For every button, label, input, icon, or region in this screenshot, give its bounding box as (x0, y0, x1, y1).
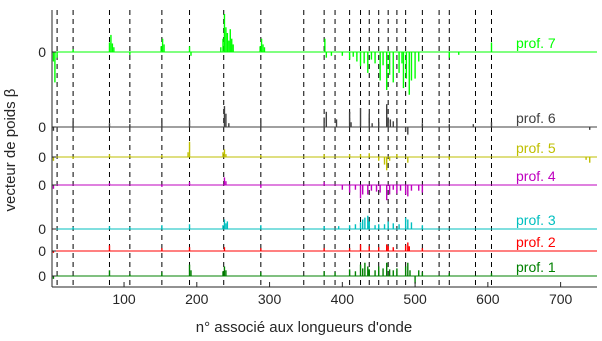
label-layer: prof. 7 prof. 6 prof. 5 prof. 4 prof. 3 prof.… (516, 35, 556, 275)
x-axis-label: n° associé aux longueurs d'onde (196, 319, 413, 336)
series-prof-6 (52, 104, 597, 135)
series-label: prof. 2 (516, 234, 556, 250)
y-tick-label: 0 (38, 221, 46, 237)
y-tick-label: 0 (38, 177, 46, 193)
y-tick-label: 0 (38, 149, 46, 165)
series-label: prof. 3 (516, 212, 556, 228)
series-label: prof. 7 (516, 35, 556, 51)
series-prof-1 (52, 262, 597, 284)
x-tick-label: 600 (476, 291, 500, 307)
series-label: prof. 4 (516, 168, 556, 184)
x-tick-label: 300 (258, 291, 282, 307)
x-tick-label: 100 (112, 291, 136, 307)
y-tick-label: 0 (38, 243, 46, 259)
series-label: prof. 5 (516, 140, 556, 156)
y-tick-label: 0 (38, 44, 46, 60)
series-prof-5 (52, 141, 597, 171)
axes-layer: 0 0 0 0 0 0 0 100 200 300 400 500 600 700 (38, 10, 597, 307)
series-prof-4 (52, 177, 597, 201)
series-prof-3 (52, 215, 597, 230)
x-tick-label: 500 (403, 291, 427, 307)
series-layer (52, 14, 597, 284)
y-tick-label: 0 (38, 119, 46, 135)
x-tick-label: 200 (185, 291, 209, 307)
series-label: prof. 6 (516, 110, 556, 126)
y-axis-label: vecteur de poids β (2, 88, 19, 211)
series-prof-7 (52, 14, 597, 95)
x-tick-label: 400 (331, 291, 355, 307)
x-tick-label: 700 (549, 291, 573, 307)
y-tick-label: 0 (38, 268, 46, 284)
series-label: prof. 1 (516, 259, 556, 275)
series-prof-2 (52, 242, 597, 253)
